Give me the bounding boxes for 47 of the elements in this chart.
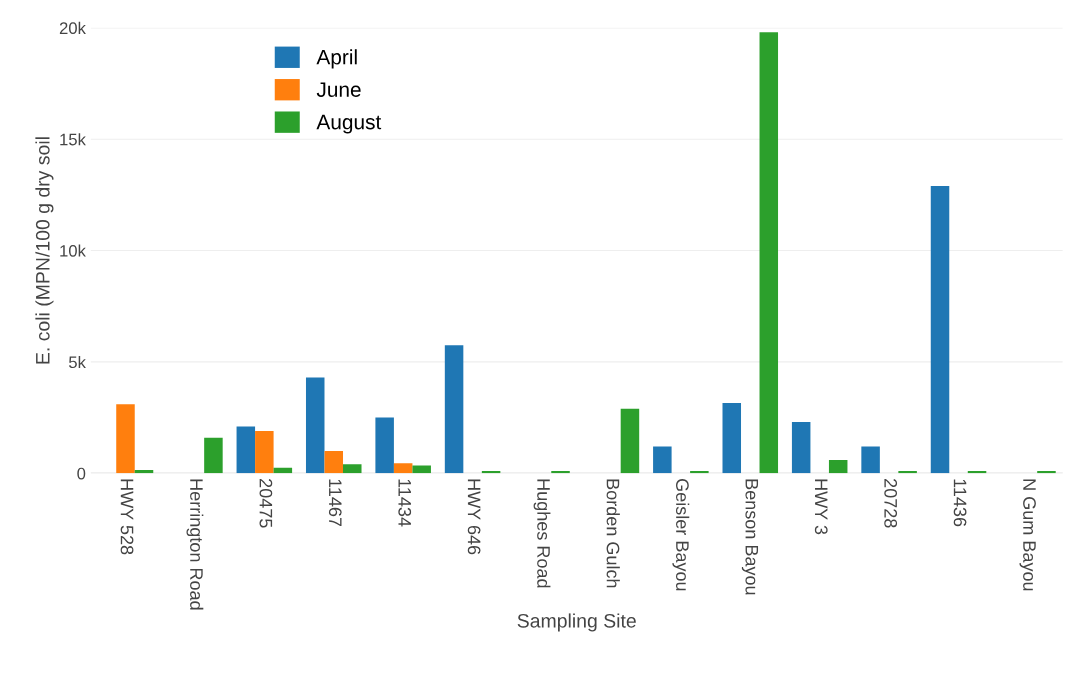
x-tick-label: 11434 bbox=[398, 479, 412, 527]
y-tick-label: 20k bbox=[59, 21, 86, 35]
legend-label: August bbox=[316, 114, 382, 134]
bar bbox=[791, 422, 811, 474]
bar bbox=[653, 446, 672, 474]
y-tick-label: 5k bbox=[68, 355, 86, 369]
legend-label: June bbox=[316, 82, 361, 97]
y-tick-label: 10k bbox=[60, 244, 86, 257]
bar bbox=[861, 446, 880, 474]
bar bbox=[898, 471, 917, 474]
bar bbox=[828, 459, 848, 474]
bar bbox=[412, 465, 431, 474]
legend-label: April bbox=[316, 49, 357, 69]
bar bbox=[551, 471, 570, 474]
bar bbox=[930, 185, 950, 474]
y-tick-label: 15k bbox=[60, 133, 86, 146]
bar bbox=[305, 377, 325, 474]
bar bbox=[324, 451, 344, 474]
x-tick-label: HWY 3 bbox=[814, 479, 828, 535]
x-tick-label: 20728 bbox=[884, 479, 898, 528]
x-tick-label: Benson Bayou bbox=[741, 479, 759, 595]
x-tick-label: 11436 bbox=[953, 479, 967, 527]
bar bbox=[722, 403, 742, 474]
x-tick-label: Herrington Road bbox=[186, 479, 204, 610]
bar bbox=[1037, 471, 1056, 474]
x-axis-title: Sampling Site bbox=[517, 613, 636, 632]
bar bbox=[375, 417, 394, 474]
bar bbox=[236, 426, 256, 474]
y-axis-title: E. coli (MPN/100 g dry soil bbox=[35, 137, 54, 364]
bar bbox=[116, 404, 135, 474]
x-tick-label: Borden Gulch bbox=[606, 479, 620, 588]
bar bbox=[759, 32, 779, 474]
bar bbox=[255, 430, 274, 474]
y-tick-label: 0 bbox=[77, 467, 86, 480]
bar bbox=[620, 408, 640, 474]
bar bbox=[343, 464, 362, 474]
bar bbox=[690, 471, 709, 474]
bar bbox=[444, 345, 464, 474]
x-tick-label: HWY 528 bbox=[120, 479, 134, 555]
bar bbox=[204, 437, 223, 474]
x-tick-label: HWY 646 bbox=[467, 479, 481, 555]
x-tick-label: N Gum Bayou bbox=[1019, 479, 1036, 591]
x-tick-label: Hughes Road bbox=[533, 479, 551, 588]
x-tick-label: 20475 bbox=[259, 479, 273, 528]
bar bbox=[393, 463, 413, 474]
x-tick-label: 11467 bbox=[328, 479, 342, 527]
x-tick-label: Geisler Bayou bbox=[672, 479, 690, 591]
